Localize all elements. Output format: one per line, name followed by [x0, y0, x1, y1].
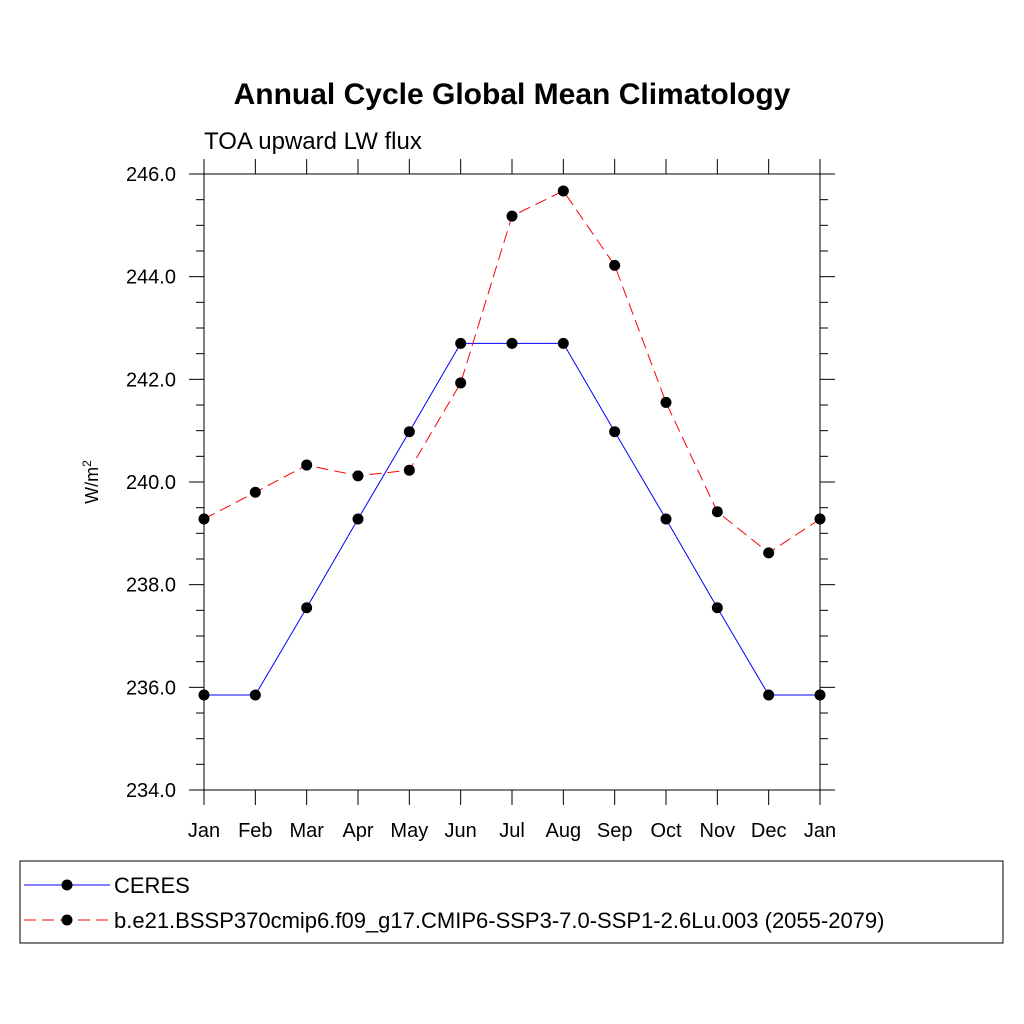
series-2-point: [352, 470, 364, 482]
y-tick-label: 242.0: [126, 369, 176, 391]
axes: Jan Feb Mar Apr May Jun Jul Aug Sep Oct Nov Dec Jan 2…: [126, 159, 836, 842]
y-tick-label: 240.0: [126, 472, 176, 494]
series-1-point: [249, 689, 261, 701]
series-1-point: [506, 337, 518, 349]
x-tick-label: Jul: [499, 820, 525, 842]
series-1-point: [609, 426, 621, 438]
series-2-point: [506, 210, 518, 222]
x-tick-label: Mar: [289, 820, 324, 842]
x-tick-label: Jan: [804, 820, 836, 842]
series-2-point: [763, 547, 775, 559]
x-tick-label: Feb: [238, 820, 272, 842]
series-1-point: [557, 337, 569, 349]
y-axis-label-base: W/m: [82, 467, 102, 504]
series-1-point: [403, 426, 415, 438]
y-tick-label: 244.0: [126, 267, 176, 289]
chart-subtitle: TOA upward LW flux: [204, 128, 422, 155]
x-tick-label: Oct: [650, 820, 682, 842]
legend: CERES b.e21.BSSP370cmip6.f09_g17.CMIP6-SS…: [19, 860, 1004, 944]
series-2-point: [609, 259, 621, 271]
plot-frame: [203, 173, 821, 791]
x-tick-label: Aug: [546, 820, 582, 842]
series-1-point: [814, 689, 826, 701]
series-1-point: [352, 513, 364, 525]
series-2-point: [660, 396, 672, 408]
series-2-point: [711, 506, 723, 518]
y-axis-label-superscript: 2: [80, 460, 94, 467]
series-2-point: [249, 486, 261, 498]
series-2-point: [455, 377, 467, 389]
series-1-point: [711, 602, 723, 614]
y-tick-label: 234.0: [126, 780, 176, 802]
series-line-1: [204, 342, 820, 696]
x-tick-label: Sep: [597, 820, 633, 842]
series-1-point: [763, 689, 775, 701]
series-1-point: [301, 602, 313, 614]
x-tick-label: Jan: [188, 820, 220, 842]
legend-label-1: CERES: [114, 873, 190, 898]
chart-title: Annual Cycle Global Mean Climatology: [234, 78, 791, 111]
series-1-point: [455, 337, 467, 349]
series-2-point: [557, 185, 569, 197]
x-tick-label: Apr: [342, 820, 373, 842]
series-2-point: [301, 459, 313, 471]
series-2-point: [403, 464, 415, 476]
series-2-point: [198, 513, 210, 525]
series-1-point: [660, 513, 672, 525]
y-axis-label: W/m2: [80, 460, 102, 504]
legend-marker-2: [61, 914, 73, 926]
x-tick-label: May: [390, 820, 428, 842]
y-tick-label: 246.0: [126, 164, 176, 186]
y-tick-label: 236.0: [126, 677, 176, 699]
x-tick-label: Dec: [751, 820, 787, 842]
x-tick-label: Jun: [445, 820, 477, 842]
series-1-point: [198, 689, 210, 701]
legend-box: [19, 860, 1004, 944]
series-layer: [198, 185, 826, 701]
x-tick-label: Nov: [700, 820, 736, 842]
legend-marker-1: [61, 879, 73, 891]
y-tick-label: 238.0: [126, 575, 176, 597]
legend-label-2: b.e21.BSSP370cmip6.f09_g17.CMIP6-SSP3-7.…: [114, 908, 884, 933]
series-2-point: [814, 513, 826, 525]
series-line-2: [203, 190, 821, 554]
